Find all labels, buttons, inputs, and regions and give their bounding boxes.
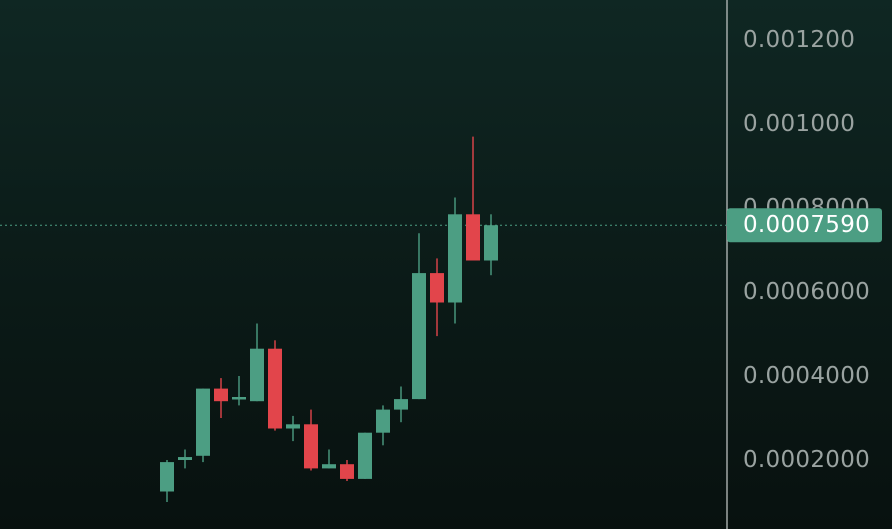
candle[interactable] (160, 460, 174, 502)
candle-body (214, 388, 228, 402)
candle[interactable] (394, 386, 408, 423)
candle[interactable] (196, 388, 210, 463)
candle-body (394, 399, 408, 410)
candle[interactable] (232, 376, 246, 406)
candle-body (340, 464, 354, 479)
price-axis-ticks: 0.0012000.0010000.00080000.00060000.0004… (743, 27, 870, 473)
candle[interactable] (340, 460, 354, 481)
candle[interactable] (466, 136, 480, 261)
candle[interactable] (412, 233, 426, 400)
candle-body (160, 462, 174, 492)
price-tick-label: 0.001200 (743, 27, 855, 53)
candle-body (412, 273, 426, 400)
candle[interactable] (304, 409, 318, 471)
candle[interactable] (376, 405, 390, 446)
candle-body (430, 273, 444, 303)
price-tick-label: 0.0004000 (743, 363, 870, 389)
candle[interactable] (178, 449, 192, 469)
candle-body (322, 464, 336, 469)
candle[interactable] (430, 258, 444, 337)
candle-body (484, 225, 498, 261)
price-tick-label: 0.0002000 (743, 447, 870, 473)
candle[interactable] (448, 197, 462, 324)
candle-body (232, 397, 246, 400)
candle[interactable] (286, 415, 300, 442)
candle[interactable] (322, 449, 336, 469)
current-price-badge-bg (727, 208, 882, 243)
candle[interactable] (358, 432, 372, 479)
candle-body (250, 348, 264, 402)
candle-body (376, 409, 390, 433)
candle-body (358, 432, 372, 479)
candle[interactable] (250, 323, 264, 402)
current-price-badge[interactable]: 0.0007590 (727, 208, 882, 243)
candle-body (466, 214, 480, 261)
candle[interactable] (484, 214, 498, 276)
candle[interactable] (214, 378, 228, 418)
price-tick-label: 0.001000 (743, 111, 855, 137)
candle[interactable] (268, 340, 282, 431)
current-price-label: 0.0007590 (743, 212, 870, 238)
price-tick-label: 0.0006000 (743, 279, 870, 305)
candle-body (178, 457, 192, 460)
candles (160, 136, 498, 502)
candle-body (304, 424, 318, 469)
candle-body (196, 388, 210, 456)
candle-body (286, 424, 300, 429)
candle-body (448, 214, 462, 303)
candle-body (268, 348, 282, 429)
